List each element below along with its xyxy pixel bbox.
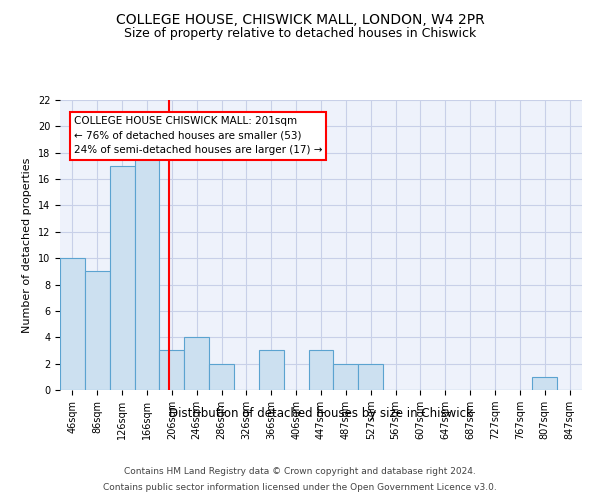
Bar [134, 152, 160, 390]
Bar [358, 364, 383, 390]
Y-axis label: Number of detached properties: Number of detached properties [22, 158, 32, 332]
Text: Size of property relative to detached houses in Chiswick: Size of property relative to detached ho… [124, 28, 476, 40]
Bar [308, 350, 334, 390]
Bar [209, 364, 234, 390]
Bar [160, 350, 184, 390]
Text: Contains HM Land Registry data © Crown copyright and database right 2024.: Contains HM Land Registry data © Crown c… [124, 468, 476, 476]
Bar [85, 272, 110, 390]
Text: COLLEGE HOUSE, CHISWICK MALL, LONDON, W4 2PR: COLLEGE HOUSE, CHISWICK MALL, LONDON, W4… [116, 12, 484, 26]
Bar [60, 258, 85, 390]
Bar [532, 377, 557, 390]
Text: Distribution of detached houses by size in Chiswick: Distribution of detached houses by size … [169, 408, 473, 420]
Text: Contains public sector information licensed under the Open Government Licence v3: Contains public sector information licen… [103, 482, 497, 492]
Bar [184, 338, 209, 390]
Text: COLLEGE HOUSE CHISWICK MALL: 201sqm
← 76% of detached houses are smaller (53)
24: COLLEGE HOUSE CHISWICK MALL: 201sqm ← 76… [74, 116, 322, 156]
Bar [259, 350, 284, 390]
Bar [334, 364, 358, 390]
Bar [110, 166, 134, 390]
